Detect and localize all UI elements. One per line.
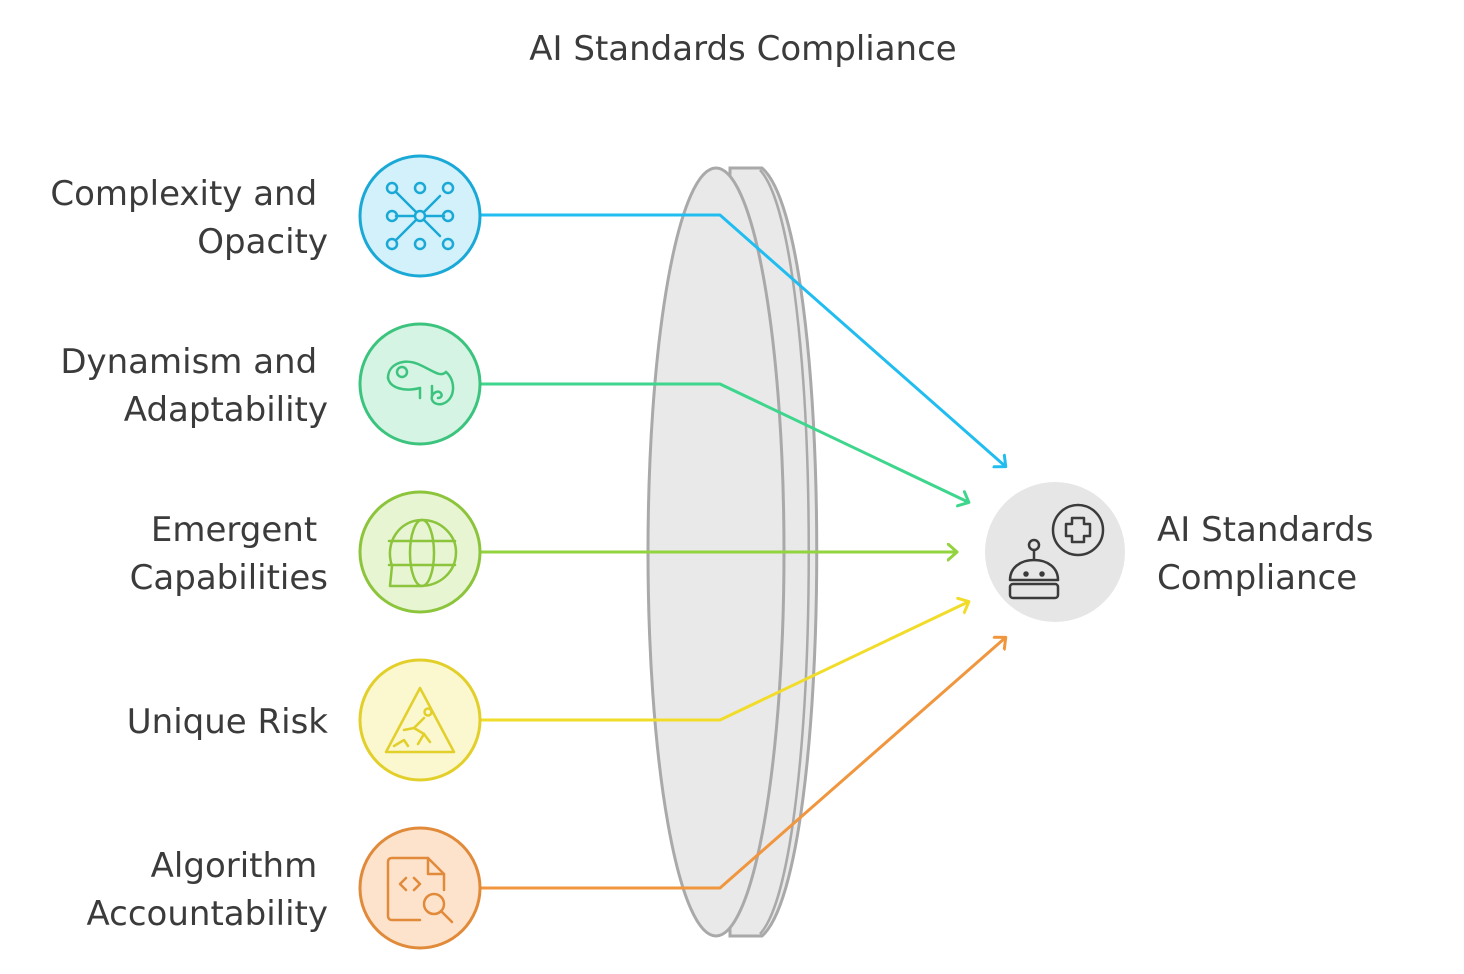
chameleon-icon <box>386 360 455 406</box>
factor-label-line: Emergent <box>151 510 317 550</box>
factor-complexity: Complexity and Opacity <box>50 154 482 278</box>
factor-risk: Unique Risk <box>127 658 482 782</box>
hazard-warning-icon <box>384 686 456 754</box>
outcome-label-line: Compliance <box>1157 558 1357 598</box>
arrow-algorithm <box>480 638 1005 890</box>
factor-label-line: Complexity and <box>50 174 317 214</box>
factor-label: Emergent Capabilities <box>130 510 328 598</box>
outcome-label-line: AI Standards <box>1157 510 1373 550</box>
arrows <box>480 213 1005 890</box>
factor-label-line: Accountability <box>87 894 329 934</box>
factor-icon-circle <box>358 658 482 782</box>
factor-label: Unique Risk <box>127 702 329 742</box>
arrow-dynamism <box>480 382 968 502</box>
code-search-icon <box>386 856 454 924</box>
factor-label: Complexity and Opacity <box>50 174 328 262</box>
factor-dynamism: Dynamism and Adaptability <box>60 322 482 446</box>
robot-plus-icon <box>1008 503 1105 600</box>
outcome-label: AI Standards Compliance <box>1157 510 1384 598</box>
factor-label-line: Capabilities <box>130 558 328 598</box>
network-nodes-icon <box>385 181 455 251</box>
arrow-complexity <box>480 213 1005 466</box>
factor-icon-circle <box>358 322 482 446</box>
factor-algorithm: Algorithm Accountability <box>87 826 482 950</box>
outcome-node: AI Standards Compliance <box>985 482 1384 622</box>
globe-chat-icon <box>387 518 458 588</box>
factor-icon-circle <box>358 154 482 278</box>
factor-label-line: Opacity <box>197 222 328 262</box>
factor-emergent: Emergent Capabilities <box>130 490 482 614</box>
arrow-risk <box>480 602 968 722</box>
factor-label: Dynamism and Adaptability <box>60 342 328 430</box>
factor-label-line: Algorithm <box>151 846 318 886</box>
factor-label: Algorithm Accountability <box>87 846 329 934</box>
factor-label-line: Unique Risk <box>127 702 329 742</box>
factor-icon-circle <box>358 826 482 950</box>
factor-label-line: Adaptability <box>124 390 328 430</box>
factor-label-line: Dynamism and <box>60 342 317 382</box>
outcome-circle <box>985 482 1125 622</box>
page-title: AI Standards Compliance <box>529 29 956 69</box>
factor-icon-circle <box>358 490 482 614</box>
